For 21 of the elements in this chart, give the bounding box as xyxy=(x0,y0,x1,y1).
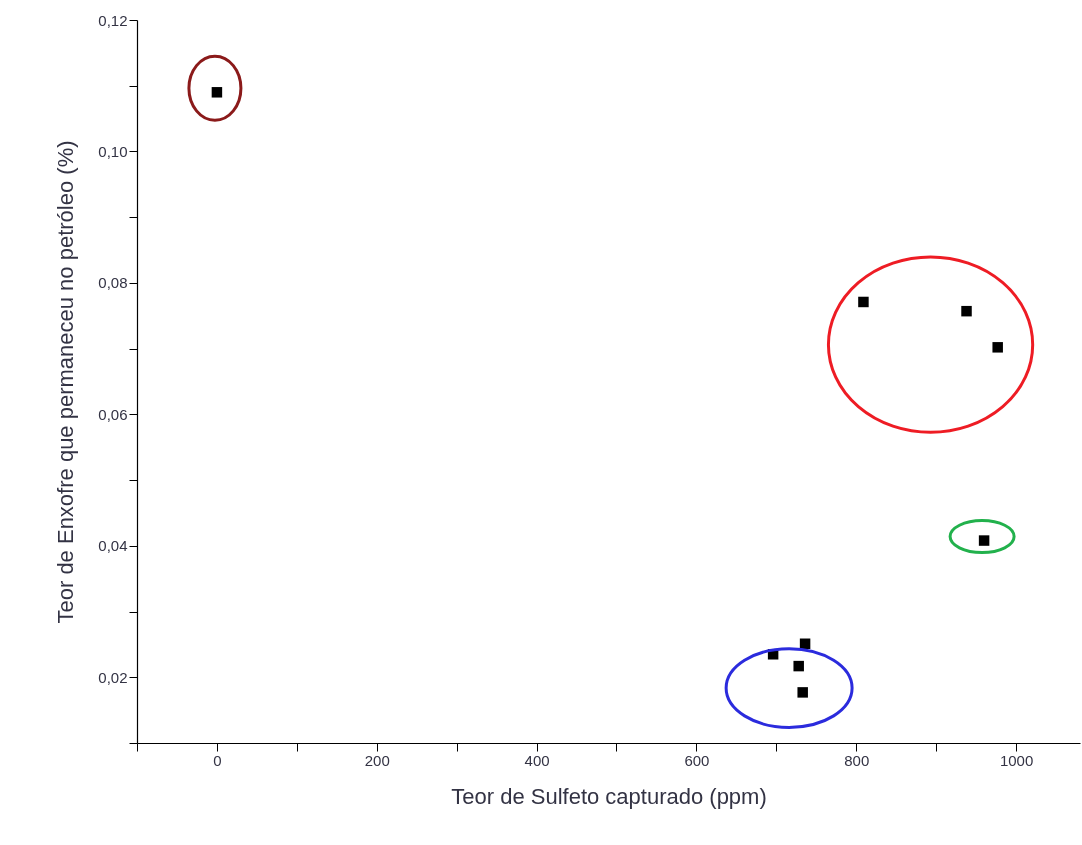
point xyxy=(797,687,808,698)
y-axis-title: Teor de Enxofre que permaneceu no petróleo (%) xyxy=(53,140,79,624)
point xyxy=(961,305,972,317)
x-axis-title: Teor de Sulfeto capturado (ppm) xyxy=(451,783,767,809)
x-tick-label: 1000 xyxy=(999,751,1034,769)
y-tick-label: 0,10 xyxy=(98,142,128,160)
point xyxy=(978,535,990,546)
y-tick-label: 0,06 xyxy=(98,405,128,423)
y-tick-label: 0,02 xyxy=(98,668,128,686)
point xyxy=(858,296,869,308)
y-tick-label: 0,12 xyxy=(98,11,128,29)
y-tick-label: 0,04 xyxy=(98,537,128,555)
x-tick-label: 0 xyxy=(213,751,222,769)
y-tick-label: 0,08 xyxy=(98,274,128,292)
point xyxy=(992,342,1003,353)
point xyxy=(211,87,223,98)
x-tick-label: 800 xyxy=(844,751,870,769)
x-tick-label: 400 xyxy=(524,751,550,769)
x-tick-label: 200 xyxy=(364,751,390,769)
point xyxy=(793,660,804,672)
x-tick-label: 600 xyxy=(684,751,710,769)
